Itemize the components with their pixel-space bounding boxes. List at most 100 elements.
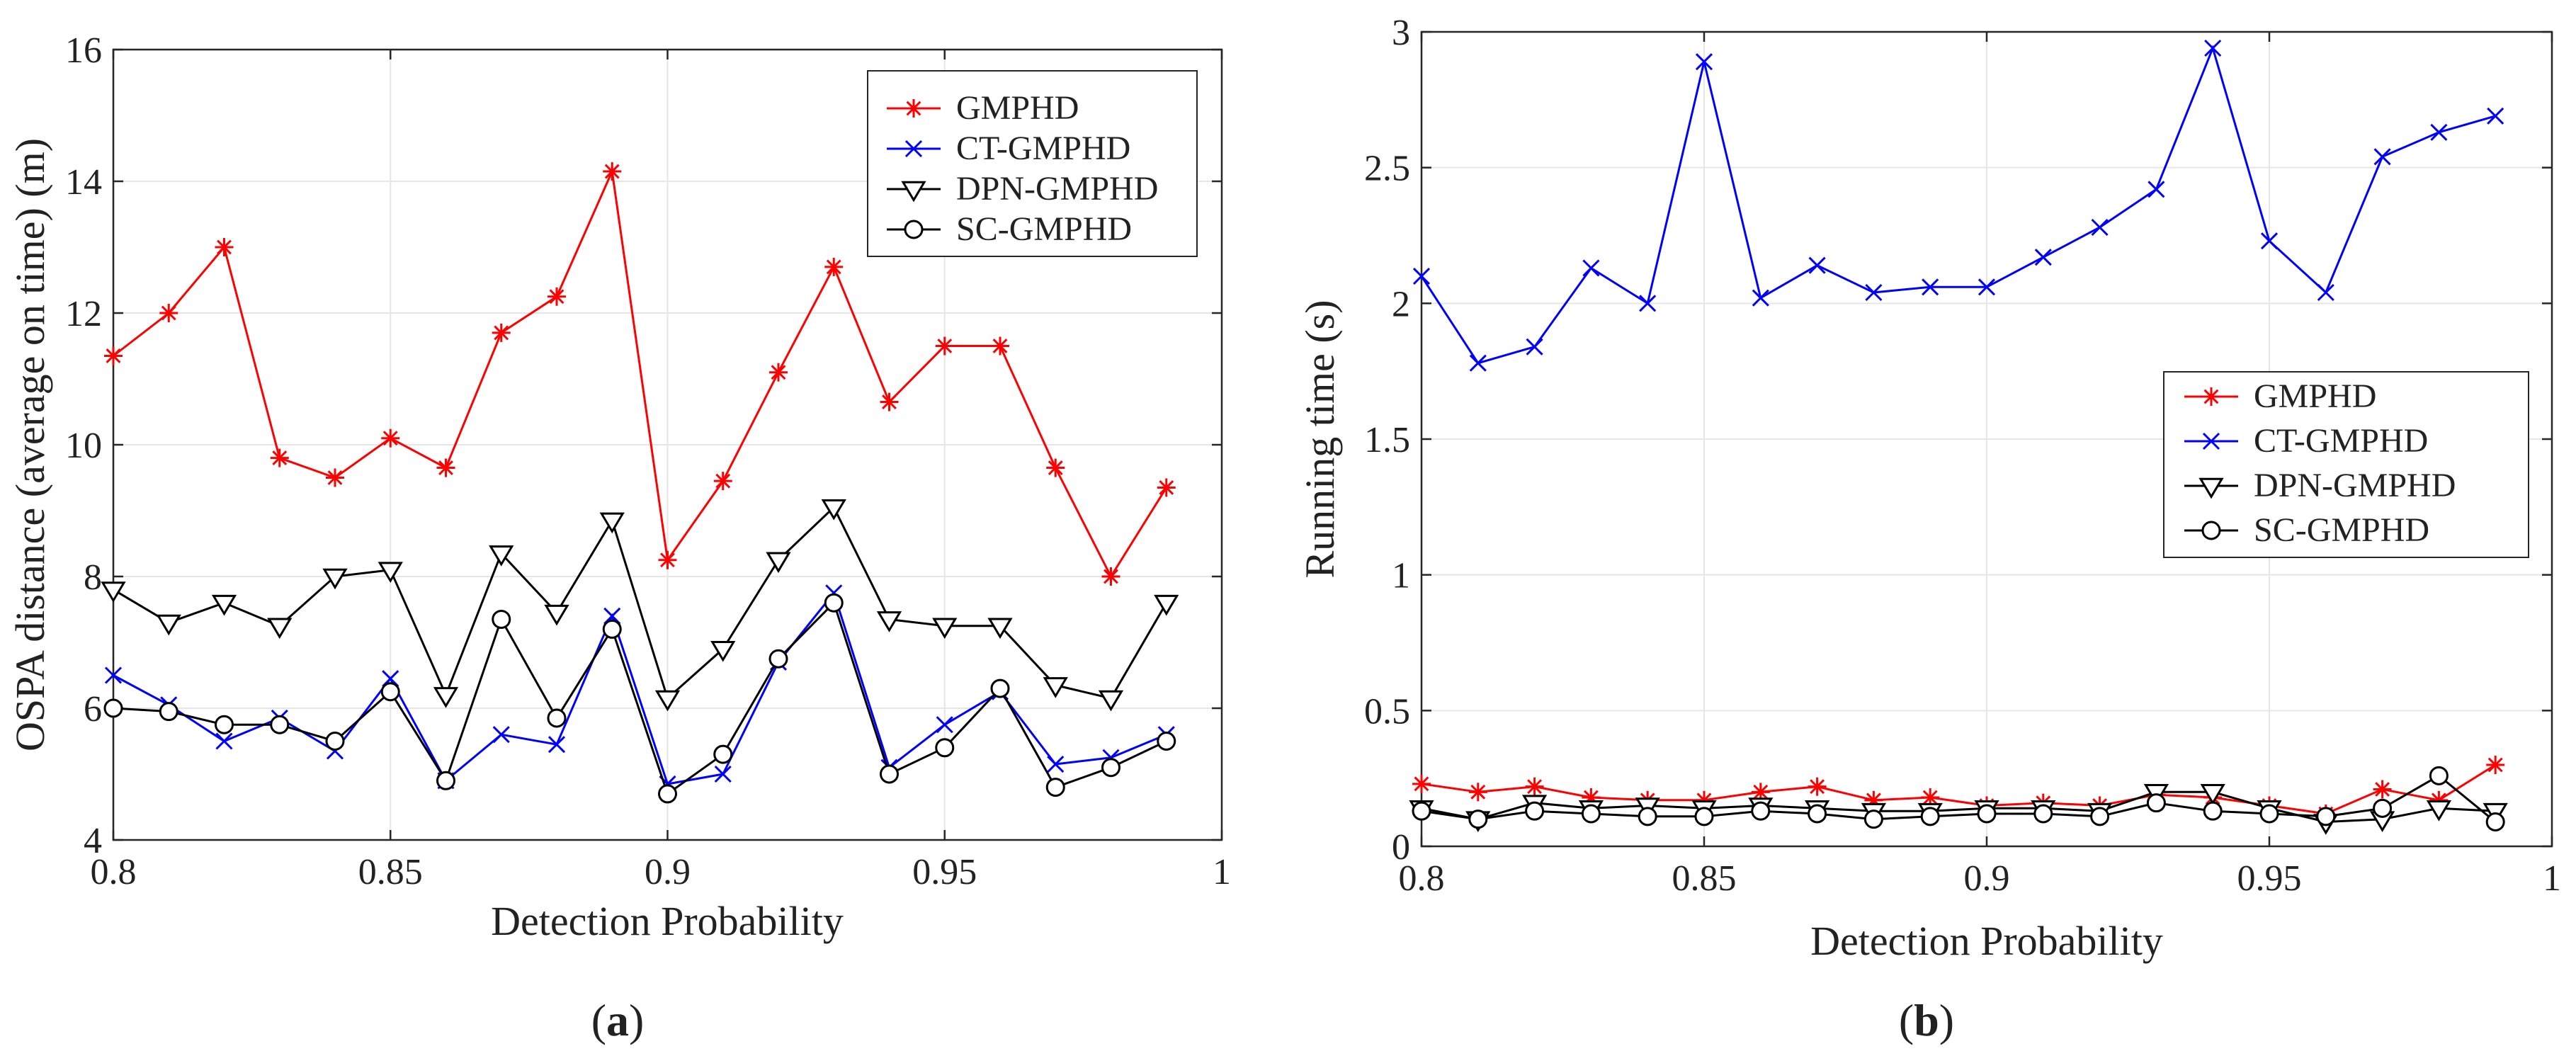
data-point-ct-gmphd-b <box>1978 278 1996 296</box>
caption-close-a: ) <box>629 995 644 1045</box>
legend-sample-sc-gmphd-a <box>887 220 941 239</box>
data-point-sc-gmphd-a <box>1157 732 1176 751</box>
legend-item-sc-gmphd-a: SC-GMPHD <box>887 210 1132 248</box>
data-point-sc-gmphd-b <box>2090 807 2110 826</box>
data-point-gmphd-b <box>1468 783 1487 802</box>
legend-item-dpn-gmphd-a: DPN-GMPHD <box>887 170 1158 208</box>
data-point-ct-gmphd-b <box>1922 278 1939 296</box>
data-point-gmphd-a <box>658 550 677 569</box>
data-point-dpn-gmphd-a <box>322 568 348 590</box>
data-point-sc-gmphd-b <box>1694 807 1714 826</box>
data-point-gmphd-a <box>326 468 344 487</box>
y-tick-label-b: 1 <box>1392 556 1410 596</box>
series-line-ct-gmphd-b <box>1420 45 2496 365</box>
caption-a: (a) <box>591 995 645 1045</box>
data-point-sc-gmphd-a <box>880 764 899 784</box>
data-point-ct-gmphd-b <box>2317 283 2334 302</box>
data-point-sc-gmphd-b <box>1581 804 1601 824</box>
caption-close-b: ) <box>1939 995 1954 1045</box>
legend-marker <box>904 99 923 118</box>
data-point-sc-gmphd-a <box>325 732 345 751</box>
data-point-dpn-gmphd-a <box>1154 594 1179 616</box>
y-axis-label-a: OSPA distance (average on time) (m) <box>7 138 53 751</box>
data-point-gmphd-b <box>1808 777 1827 796</box>
data-point-sc-gmphd-a <box>547 708 567 728</box>
data-point-ct-gmphd-b <box>1865 283 1883 302</box>
data-point-dpn-gmphd-a <box>1098 690 1124 712</box>
data-point-sc-gmphd-a <box>990 678 1010 698</box>
data-point-sc-gmphd-a <box>1045 778 1065 797</box>
data-point-sc-gmphd-b <box>1863 809 1883 829</box>
series-b <box>1409 39 2508 835</box>
data-point-sc-gmphd-b <box>2429 766 2449 785</box>
data-point-gmphd-b <box>1525 777 1544 796</box>
x-tick-label-b: 0.85 <box>1672 858 1737 899</box>
caption-open-b: ( <box>1899 995 1914 1045</box>
legend-sample-sc-gmphd-b <box>2184 521 2238 540</box>
data-point-ct-gmphd-b <box>2204 39 2222 57</box>
legend-a: GMPHD CT-GMPHD DPN-GMPHD SC-GMPHD <box>867 70 1198 257</box>
y-tick-label-a: 6 <box>84 689 102 729</box>
data-point-sc-gmphd-b <box>1977 804 1997 824</box>
data-point-sc-gmphd-a <box>768 649 788 669</box>
data-point-sc-gmphd-a <box>270 715 290 734</box>
data-point-sc-gmphd-a <box>103 698 123 718</box>
data-point-ct-gmphd-b <box>2373 148 2391 166</box>
x-tick-label-a: 0.95 <box>912 852 977 892</box>
legend-marker <box>2202 387 2220 406</box>
data-point-sc-gmphd-b <box>1751 801 1771 821</box>
series-line-gmphd-b <box>1421 763 2496 815</box>
data-point-dpn-gmphd-b <box>2200 784 2225 805</box>
legend-sample-ct-gmphd-b <box>2184 432 2238 450</box>
series-line-dpn-gmphd-b <box>1421 790 2496 824</box>
legend-item-ct-gmphd-a: CT-GMPHD <box>887 130 1130 167</box>
y-tick-label-b: 3 <box>1392 13 1410 53</box>
x-tick-label-a: 0.9 <box>645 852 691 892</box>
data-point-gmphd-a <box>1157 478 1176 497</box>
data-point-sc-gmphd-b <box>2203 801 2223 821</box>
legend-item-sc-gmphd-b: SC-GMPHD <box>2184 511 2429 549</box>
data-point-gmphd-b <box>2486 756 2505 774</box>
data-point-dpn-gmphd-a <box>267 618 293 640</box>
legend-box-b <box>2163 371 2529 558</box>
data-point-dpn-gmphd-a <box>766 552 791 574</box>
series-ct-gmphd-b <box>1412 39 2504 372</box>
data-point-dpn-gmphd-a <box>211 594 237 616</box>
x-tick-label-b: 0.95 <box>2237 858 2302 899</box>
series-gmphd-a <box>104 162 1176 586</box>
data-point-gmphd-a <box>1101 567 1120 586</box>
x-tick-label-b: 1 <box>2543 858 2561 899</box>
data-point-sc-gmphd-b <box>1808 804 1827 824</box>
data-point-dpn-gmphd-a <box>101 581 126 603</box>
data-point-gmphd-a <box>492 323 511 342</box>
data-point-ct-gmphd-b <box>1752 289 1769 307</box>
legend-label-sc-gmphd-b: SC-GMPHD <box>2254 511 2429 549</box>
x-axis-label-a: Detection Probability <box>491 898 844 944</box>
data-point-gmphd-a <box>824 257 844 276</box>
legend-item-gmphd-b: GMPHD <box>2184 377 2376 415</box>
y-tick-label-a: 12 <box>65 294 102 334</box>
legend-marker <box>2201 521 2221 540</box>
legend-box-a <box>867 70 1198 257</box>
data-point-dpn-gmphd-a <box>710 641 736 662</box>
data-point-gmphd-a <box>104 346 123 365</box>
data-point-gmphd-a <box>547 287 566 306</box>
data-point-sc-gmphd-a <box>436 771 455 790</box>
data-point-gmphd-a <box>381 428 400 448</box>
x-axis-label-b: Detection Probability <box>1810 918 2163 964</box>
data-point-sc-gmphd-b <box>2259 804 2279 824</box>
data-point-dpn-gmphd-a <box>932 618 958 640</box>
data-point-dpn-gmphd-a <box>1043 677 1068 698</box>
legend-item-ct-gmphd-b: CT-GMPHD <box>2184 422 2428 460</box>
data-point-gmphd-b <box>1751 783 1770 802</box>
data-point-sc-gmphd-b <box>1525 801 1545 821</box>
data-point-dpn-gmphd-a <box>433 687 459 708</box>
data-point-ct-gmphd-a <box>547 736 566 754</box>
data-point-ct-gmphd-b <box>1469 354 1487 372</box>
y-tick-label-a: 4 <box>84 821 102 861</box>
caption-open-a: ( <box>591 995 606 1045</box>
data-point-ct-gmphd-a <box>492 726 510 744</box>
legend-marker <box>904 140 923 158</box>
data-point-gmphd-a <box>603 162 622 181</box>
data-point-gmphd-a <box>159 304 178 322</box>
